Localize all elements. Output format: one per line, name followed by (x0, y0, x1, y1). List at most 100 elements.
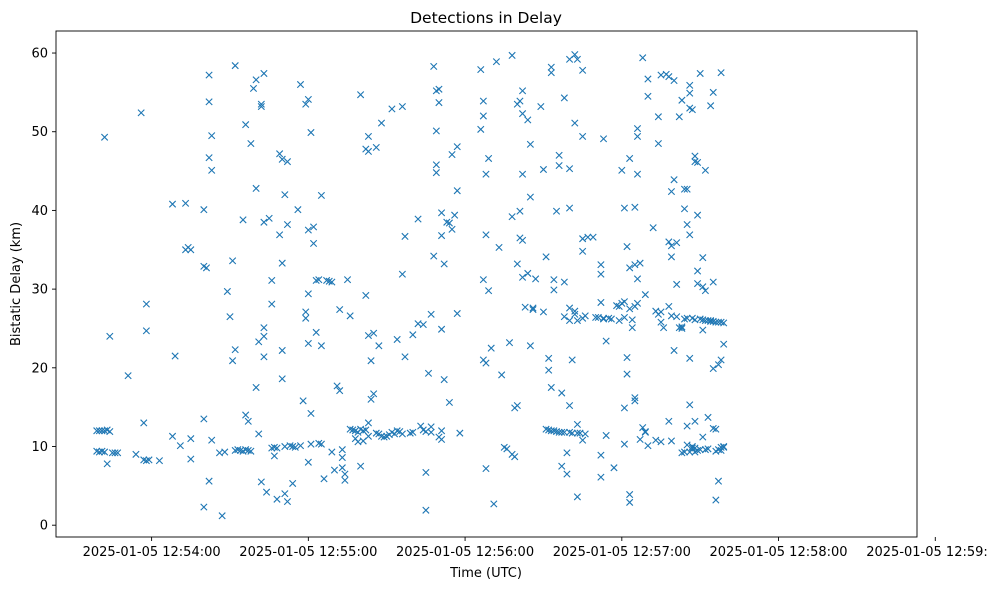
detection-marker (320, 475, 328, 483)
detection-marker (524, 116, 532, 124)
detection-marker (701, 446, 709, 454)
detection-marker (592, 313, 600, 322)
detection-marker (686, 81, 694, 89)
y-axis: 0 10 20 30 40 50 60 (31, 47, 56, 534)
detection-marker (257, 100, 265, 108)
detection-marker (257, 478, 265, 486)
detection-marker (317, 191, 325, 200)
detection-marker (200, 415, 208, 423)
detection-marker (482, 231, 490, 239)
detection-marker (430, 252, 438, 260)
detection-marker (226, 313, 234, 321)
detection-marker (526, 140, 534, 148)
detection-marker (547, 383, 555, 392)
detection-marker (187, 246, 195, 254)
detection-marker (636, 259, 644, 267)
detection-marker (276, 231, 284, 239)
detection-marker (680, 448, 689, 456)
detection-marker (377, 432, 386, 440)
y-tick-label: 60 (31, 47, 48, 62)
detection-marker (398, 102, 406, 111)
detection-marker (409, 331, 417, 339)
detection-marker (644, 75, 652, 83)
detection-marker (709, 88, 717, 96)
detection-marker (357, 462, 365, 470)
detection-marker (683, 220, 691, 229)
detection-marker (563, 470, 571, 478)
detection-marker (709, 278, 717, 286)
detection-marker (482, 464, 490, 473)
detection-marker (205, 154, 213, 162)
detection-marker (673, 280, 681, 288)
detection-marker (208, 166, 216, 174)
detection-marker (249, 84, 258, 93)
detection-marker (547, 63, 555, 71)
detection-marker (555, 428, 563, 436)
detection-marker (683, 185, 691, 193)
detection-marker (714, 477, 723, 485)
detection-marker (573, 55, 581, 63)
detection-marker (427, 428, 435, 436)
detection-marker (479, 112, 487, 120)
y-tick-label: 10 (31, 440, 48, 455)
detection-marker (453, 143, 461, 151)
detection-marker (398, 270, 406, 278)
detection-marker (550, 286, 558, 294)
detection-marker (565, 304, 574, 312)
detection-marker (717, 443, 725, 451)
detection-marker (693, 446, 702, 455)
detection-marker (717, 69, 725, 77)
plot-border (55, 30, 918, 538)
detection-marker (419, 320, 427, 329)
detection-marker (597, 473, 605, 481)
detection-marker (231, 62, 239, 70)
detection-marker (142, 457, 150, 465)
detection-marker (372, 429, 380, 437)
detection-marker (508, 51, 516, 59)
detection-marker (639, 54, 647, 62)
detection-marker (560, 313, 568, 321)
detection-marker (286, 442, 294, 450)
detection-marker (273, 444, 281, 452)
detection-marker (581, 312, 589, 320)
detection-marker (375, 342, 383, 350)
detection-marker (437, 209, 446, 217)
detection-marker (205, 71, 213, 79)
detection-marker (670, 76, 678, 85)
detection-marker (187, 435, 195, 443)
detection-marker (299, 397, 307, 405)
detection-marker (709, 424, 717, 432)
detection-marker (364, 432, 373, 440)
detection-marker (168, 432, 177, 440)
detection-marker (628, 316, 636, 324)
detection-marker (633, 170, 642, 178)
detection-marker (597, 451, 605, 459)
detection-marker (626, 305, 634, 313)
detection-marker (479, 276, 487, 284)
detection-marker (602, 337, 610, 345)
detection-marker (670, 346, 678, 355)
detection-marker (641, 428, 649, 436)
detection-marker (328, 278, 336, 286)
detection-marker (683, 422, 691, 430)
detection-marker (336, 305, 344, 314)
detection-marker (550, 276, 558, 284)
detection-marker (370, 390, 378, 398)
detection-marker (270, 452, 278, 460)
detection-marker (511, 453, 519, 461)
detection-marker (367, 357, 375, 365)
detection-marker (247, 139, 255, 148)
detection-marker (720, 442, 728, 451)
detection-marker (221, 448, 229, 456)
detection-marker (709, 365, 717, 373)
detection-marker (657, 438, 665, 446)
detection-marker (106, 427, 114, 436)
detection-marker (414, 215, 422, 223)
detection-marker (443, 218, 451, 226)
x-tick-label: 2025-01-05 12:55:00 (239, 545, 377, 560)
detection-marker (644, 442, 652, 450)
detection-marker (409, 428, 417, 436)
detection-marker (581, 430, 589, 438)
detection-marker (362, 426, 370, 434)
